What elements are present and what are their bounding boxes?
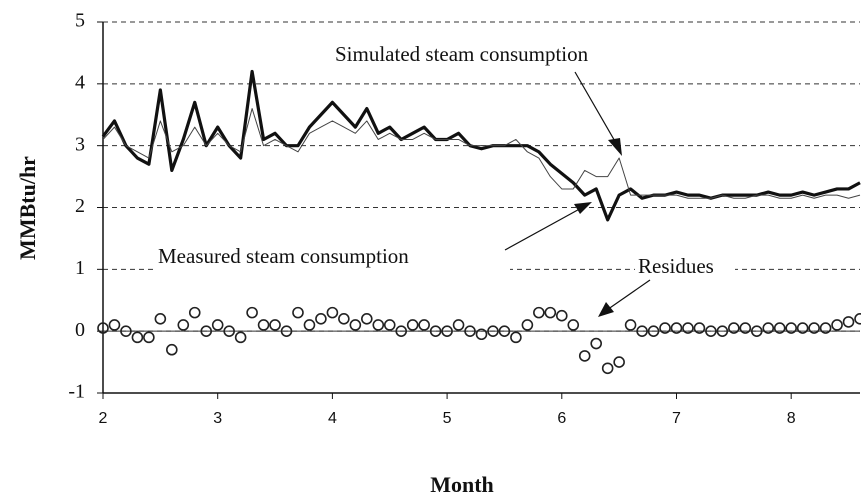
arrow: [603, 279, 651, 313]
residue-point: [361, 312, 373, 325]
residue-point: [177, 319, 190, 331]
residue-point: [636, 325, 648, 337]
residue-point: [441, 325, 453, 337]
arrowhead: [574, 202, 592, 214]
residue-point: [567, 319, 580, 331]
residue-point: [533, 306, 545, 319]
residue-point: [383, 319, 396, 331]
residue-point: [464, 325, 476, 337]
residue-point: [705, 325, 717, 337]
residue-point: [200, 325, 213, 337]
y-tick-label: 4: [75, 71, 85, 93]
residue-point: [234, 331, 247, 344]
x-tick-label: 3: [213, 410, 222, 427]
residue-point: [544, 306, 557, 319]
residue-point: [166, 343, 178, 356]
residue-point: [647, 325, 660, 337]
residue-point: [257, 319, 270, 331]
arrow: [574, 71, 621, 151]
residue-point: [475, 328, 488, 341]
residue-point: [510, 331, 522, 344]
residue-point: [223, 325, 235, 337]
residue-point: [143, 331, 155, 344]
x-axis-label: Month: [430, 472, 494, 497]
x-tick-label: 5: [443, 410, 452, 427]
residue-point: [108, 319, 121, 331]
residue-point: [693, 322, 706, 334]
x-tick-label: 7: [672, 410, 681, 427]
residue-point: [659, 322, 671, 334]
annotation-bg: [635, 254, 735, 282]
residue-point: [418, 319, 430, 331]
x-tick-label: 6: [557, 410, 566, 427]
residue-point: [785, 322, 797, 334]
residue-point: [590, 337, 602, 350]
residue-point: [246, 306, 258, 319]
residue-point: [578, 350, 591, 362]
arrowhead: [608, 138, 622, 156]
annotation-bg: [155, 242, 510, 272]
residue-point: [429, 325, 442, 337]
residue-point: [739, 322, 752, 334]
annotations: Simulated steam consumption Measured ste…: [155, 40, 735, 317]
residue-point: [315, 312, 327, 325]
x-tick-label: 4: [328, 410, 337, 427]
y-tick-label: -1: [68, 381, 85, 403]
y-axis-label: MMBtu/hr: [15, 156, 40, 260]
residue-point: [292, 306, 304, 319]
x-tick-label: 8: [787, 410, 796, 427]
residue-point: [808, 322, 820, 334]
y-tick-label: 3: [75, 133, 85, 155]
residue-point: [452, 319, 465, 331]
residue-point: [498, 325, 511, 337]
y-tick-label: 2: [75, 195, 85, 217]
annotation-bg: [330, 40, 695, 70]
series-line: [102, 108, 861, 199]
residue-point: [854, 313, 861, 325]
residue-point: [613, 356, 625, 368]
residue-point: [750, 325, 763, 337]
residue-point: [773, 322, 786, 334]
annotation: Simulated steam consumption: [335, 42, 589, 66]
x-tick-label: 2: [99, 410, 108, 427]
arrowhead: [598, 302, 614, 317]
residue-point: [842, 316, 855, 328]
residue-point: [349, 319, 362, 331]
annotation: Residues: [638, 254, 714, 278]
residue-point: [326, 306, 339, 319]
y-tick-label: 0: [75, 319, 85, 341]
annotation: Measured steam consumption: [158, 244, 409, 268]
residue-point: [624, 319, 637, 331]
residue-point: [188, 306, 201, 319]
residue-point: [269, 319, 281, 331]
plot-area: -1 0 1 2 3 4 5 2 3 4 5 6 7 8: [68, 10, 861, 427]
residue-point: [762, 322, 775, 334]
residue-point: [303, 319, 316, 331]
residue-point: [796, 322, 809, 334]
residue-point: [211, 319, 224, 331]
residue-point: [682, 322, 694, 334]
residue-point: [97, 322, 109, 334]
residue-point: [728, 322, 740, 334]
residue-point: [280, 325, 293, 337]
residue-point: [487, 325, 499, 337]
residue-point: [372, 319, 385, 331]
residue-point: [555, 309, 568, 322]
residue-point: [406, 319, 419, 331]
residue-point: [831, 319, 843, 331]
residue-point: [601, 362, 614, 375]
residue-point: [131, 331, 144, 344]
residue-point: [120, 325, 132, 337]
residue-point: [670, 322, 683, 334]
residue-point: [819, 322, 832, 334]
residue-point: [521, 319, 534, 331]
y-tick-label: 5: [75, 10, 85, 32]
arrow: [504, 205, 586, 251]
residue-point: [154, 312, 167, 325]
y-tick-label: 1: [75, 257, 85, 279]
residue-point: [338, 312, 350, 325]
residue-point: [395, 325, 408, 337]
residue-point: [716, 325, 729, 337]
